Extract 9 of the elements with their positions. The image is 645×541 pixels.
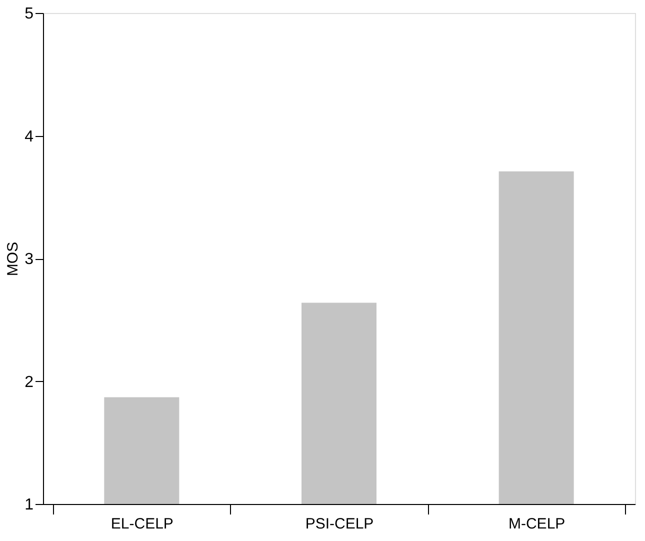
- y-axis-title: MOS: [4, 242, 22, 276]
- x-tick-label: PSI-CELP: [305, 516, 374, 532]
- y-tick-label: 5: [24, 6, 34, 22]
- y-tick-label: 3: [24, 251, 34, 268]
- x-tick-label: M-CELP: [508, 516, 566, 532]
- x-tick-label: EL-CELP: [110, 516, 174, 532]
- y-tick-label: 4: [24, 128, 34, 146]
- y-tick-label: 2: [24, 374, 34, 391]
- y-tick-label: 1: [24, 496, 34, 514]
